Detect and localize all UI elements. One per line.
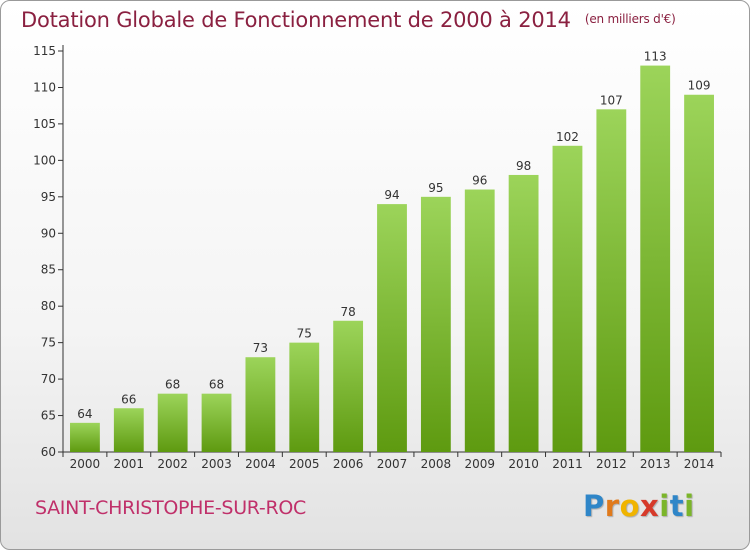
bar [508, 174, 539, 453]
y-tick-label: 80 [41, 299, 56, 313]
y-tick-label: 105 [33, 117, 56, 131]
x-tick-label: 2005 [289, 457, 320, 471]
proxiti-logo: Proxiti [583, 489, 695, 523]
bar [640, 65, 671, 452]
chart-title-text: Dotation Globale de Fonctionnement de 20… [21, 8, 571, 32]
bar [289, 342, 320, 452]
y-tick-label: 100 [33, 153, 56, 167]
data-label: 113 [644, 50, 667, 64]
data-label: 68 [165, 378, 180, 392]
x-tick-label: 2011 [552, 457, 583, 471]
data-label: 64 [77, 407, 92, 421]
x-tick-label: 2006 [333, 457, 364, 471]
x-tick-label: 2014 [684, 457, 715, 471]
bar [464, 189, 495, 452]
data-label: 75 [297, 327, 312, 341]
chart-title: Dotation Globale de Fonctionnement de 20… [21, 8, 676, 32]
logo-letter: x [640, 489, 660, 523]
x-tick-label: 2010 [508, 457, 539, 471]
data-label: 66 [121, 392, 136, 406]
y-tick-label: 85 [41, 263, 56, 277]
bar [684, 94, 714, 452]
bar [201, 393, 232, 452]
data-label: 102 [556, 130, 579, 144]
bar [552, 145, 583, 453]
x-tick-label: 2001 [114, 457, 145, 471]
data-label: 109 [688, 79, 711, 93]
y-tick-label: 75 [41, 336, 56, 350]
x-tick-label: 2003 [201, 457, 232, 471]
bar [596, 109, 627, 452]
bar [70, 422, 100, 452]
x-tick-label: 2013 [640, 457, 671, 471]
x-tick-label: 2002 [157, 457, 188, 471]
logo-letter: r [604, 489, 620, 523]
data-label: 107 [600, 93, 623, 107]
y-tick-label: 110 [33, 80, 56, 94]
bar [420, 196, 451, 452]
logo-letter: o [619, 489, 641, 523]
logo-letter: P [583, 489, 605, 523]
x-tick-label: 2008 [421, 457, 452, 471]
x-tick-label: 2000 [70, 457, 101, 471]
data-label: 78 [340, 305, 355, 319]
y-tick-label: 115 [33, 44, 56, 58]
logo-letter: i [659, 489, 670, 523]
bar [113, 408, 144, 452]
data-label: 68 [209, 378, 224, 392]
y-tick-label: 90 [41, 226, 56, 240]
x-tick-label: 2009 [464, 457, 495, 471]
data-label: 94 [384, 188, 399, 202]
y-tick-label: 95 [41, 190, 56, 204]
data-label: 98 [516, 159, 531, 173]
x-tick-label: 2012 [596, 457, 627, 471]
unit-note: (en milliers d'€) [584, 12, 676, 26]
logo-letter: t [669, 489, 685, 523]
bar [245, 357, 276, 452]
data-label: 95 [428, 181, 443, 195]
bar [377, 204, 407, 452]
y-tick-label: 70 [41, 372, 56, 386]
x-tick-label: 2004 [245, 457, 276, 471]
x-tick-label: 2007 [377, 457, 408, 471]
logo-letter: i [684, 489, 695, 523]
bar [333, 320, 364, 452]
commune-name: SAINT-CHRISTOPHE-SUR-ROC [35, 497, 307, 519]
data-label: 73 [253, 341, 268, 355]
y-tick-label: 60 [41, 445, 56, 459]
data-label: 96 [472, 174, 487, 188]
y-tick-label: 65 [41, 409, 56, 423]
bar [157, 393, 188, 452]
